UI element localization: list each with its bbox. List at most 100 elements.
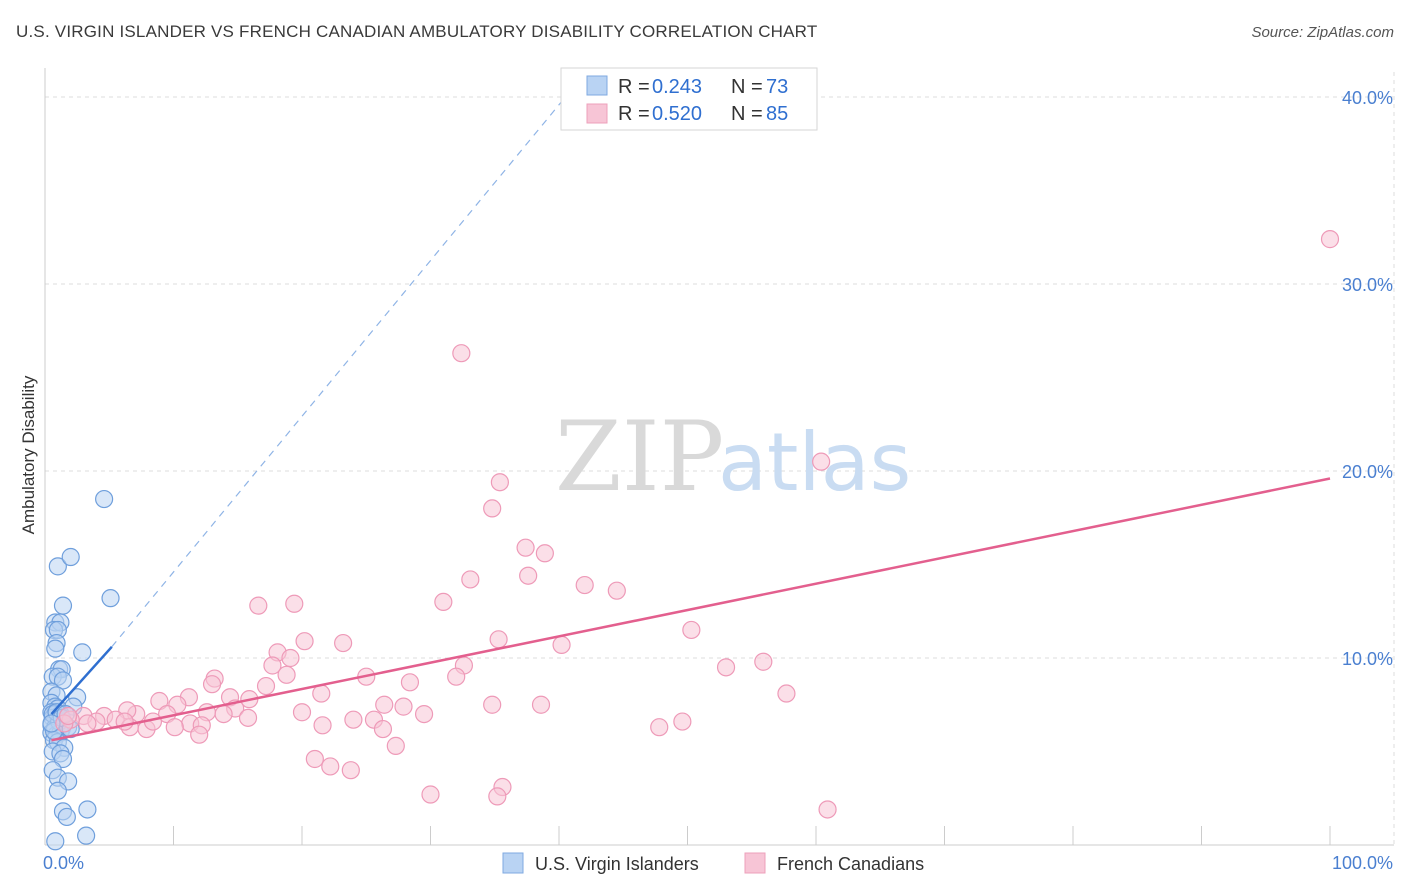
point-french-canadians-4 <box>483 499 502 518</box>
point-french-canadians-70 <box>190 725 209 744</box>
point-french-canadians-78 <box>818 800 837 819</box>
y-tick-label-20: 20.0% <box>1342 462 1393 482</box>
legend-r-value-pink: 0.520 <box>652 103 702 125</box>
point-french-canadians-69 <box>78 714 97 733</box>
point-french-canadians-7 <box>519 566 538 585</box>
point-french-canadians-13 <box>434 592 453 612</box>
point-french-canadians-6 <box>535 544 554 563</box>
point-french-canadians-74 <box>341 761 360 780</box>
point-french-canadians-29 <box>400 673 420 692</box>
point-french-canadians-41 <box>483 695 502 714</box>
legend-r-label-pink: R = <box>618 103 650 125</box>
point-french-canadians-63 <box>165 718 184 737</box>
point-french-canadians-61 <box>650 718 669 737</box>
point-french-canadians-60 <box>673 712 692 731</box>
point-french-canadians-12 <box>285 594 304 613</box>
point-french-canadians-42 <box>394 697 413 716</box>
point-french-canadians-55 <box>344 710 363 729</box>
point-french-canadians-18 <box>552 635 571 655</box>
legend-r-value-blue: 0.243 <box>652 76 702 98</box>
point-french-canadians-79 <box>59 706 78 726</box>
point-french-canadians-3 <box>490 473 509 492</box>
point-french-canadians-32 <box>312 684 331 703</box>
point-french-canadians-45 <box>292 703 312 722</box>
point-french-canadians-0 <box>1320 230 1340 249</box>
legend-swatch-blue <box>586 75 608 96</box>
point-french-canadians-16 <box>295 632 314 651</box>
axes <box>44 68 1394 846</box>
point-us-virgin-islanders-47 <box>78 800 97 819</box>
point-us-virgin-islanders-1 <box>61 547 80 567</box>
series-us-virgin-islanders <box>42 489 120 851</box>
point-french-canadians-72 <box>305 749 324 769</box>
point-us-virgin-islanders-16 <box>53 671 73 690</box>
point-us-virgin-islanders-10 <box>46 639 65 658</box>
y-tick-label-10: 10.0% <box>1342 649 1393 669</box>
point-french-canadians-17 <box>334 633 353 653</box>
bottom-legend-swatch-pink <box>744 852 766 874</box>
point-french-canadians-46 <box>414 704 434 724</box>
y-tick-label-40: 40.0% <box>1342 88 1393 108</box>
point-french-canadians-21 <box>263 656 282 675</box>
source-label: Source: ZipAtlas.com <box>1251 24 1394 41</box>
point-french-canadians-71 <box>386 736 405 755</box>
point-french-canadians-15 <box>682 620 701 640</box>
point-french-canadians-47 <box>214 704 233 724</box>
point-us-virgin-islanders-50 <box>46 832 65 851</box>
y-tick-label-30: 30.0% <box>1342 275 1393 295</box>
point-french-canadians-10 <box>607 581 626 600</box>
point-french-canadians-31 <box>202 675 222 694</box>
point-us-virgin-islanders-41 <box>53 749 73 769</box>
point-us-virgin-islanders-2 <box>95 489 114 509</box>
series-french-canadians <box>55 230 1340 819</box>
legend-n-value-blue: 73 <box>766 76 788 98</box>
point-french-canadians-33 <box>777 684 796 703</box>
point-us-virgin-islanders-3 <box>101 589 120 608</box>
tick-labels: 10.0% 20.0% 30.0% 40.0% 0.0% 100.0% <box>43 88 1393 873</box>
point-french-canadians-8 <box>461 570 480 589</box>
point-french-canadians-2 <box>812 452 831 471</box>
y-axis-label: Ambulatory Disability <box>19 375 38 534</box>
point-french-canadians-11 <box>249 596 268 615</box>
point-french-canadians-9 <box>575 575 594 595</box>
bottom-legend-swatch-blue <box>502 852 524 874</box>
point-french-canadians-77 <box>421 785 440 804</box>
point-us-virgin-islanders-4 <box>53 596 73 615</box>
trend-line-blue <box>50 645 113 715</box>
legend-n-value-pink: 85 <box>766 103 788 125</box>
legend-n-label-blue: N = <box>731 76 763 98</box>
point-us-virgin-islanders-0 <box>48 557 67 576</box>
point-french-canadians-39 <box>375 695 394 714</box>
trend-lines <box>50 96 1331 742</box>
point-french-canadians-30 <box>256 676 276 696</box>
bottom-legend-label-blue: U.S. Virgin Islanders <box>535 854 699 874</box>
point-french-canadians-25 <box>447 667 466 686</box>
legend-swatch-pink <box>586 103 608 124</box>
point-us-virgin-islanders-48 <box>57 807 76 827</box>
point-us-virgin-islanders-49 <box>77 826 96 845</box>
point-french-canadians-5 <box>516 538 535 557</box>
series-legend: U.S. Virgin Islanders French Canadians <box>502 852 924 874</box>
point-french-canadians-20 <box>281 648 300 668</box>
chart-title: U.S. VIRGIN ISLANDER VS FRENCH CANADIAN … <box>16 22 818 41</box>
point-french-canadians-62 <box>313 716 332 735</box>
point-us-virgin-islanders-11 <box>73 643 92 662</box>
point-french-canadians-24 <box>754 652 773 671</box>
bottom-legend-label-pink: French Canadians <box>777 854 924 874</box>
trend-line-blue-extension <box>111 96 566 648</box>
point-french-canadians-1 <box>452 344 471 363</box>
point-french-canadians-73 <box>321 757 340 776</box>
legend-n-label-pink: N = <box>731 103 763 125</box>
trend-line-pink <box>51 477 1331 742</box>
correlation-legend: R = 0.243 N = 73 R = 0.520 N = 85 <box>560 67 818 131</box>
point-french-canadians-14 <box>489 630 508 649</box>
watermark-zip: ZIP <box>555 401 724 513</box>
point-french-canadians-23 <box>716 658 736 677</box>
legend-r-label-blue: R = <box>618 76 650 98</box>
point-french-canadians-67 <box>373 719 393 739</box>
point-french-canadians-26 <box>277 665 296 684</box>
point-us-virgin-islanders-45 <box>48 781 67 800</box>
x-tick-label-min: 0.0% <box>43 853 84 873</box>
point-french-canadians-54 <box>238 708 258 727</box>
point-french-canadians-76 <box>488 787 507 806</box>
